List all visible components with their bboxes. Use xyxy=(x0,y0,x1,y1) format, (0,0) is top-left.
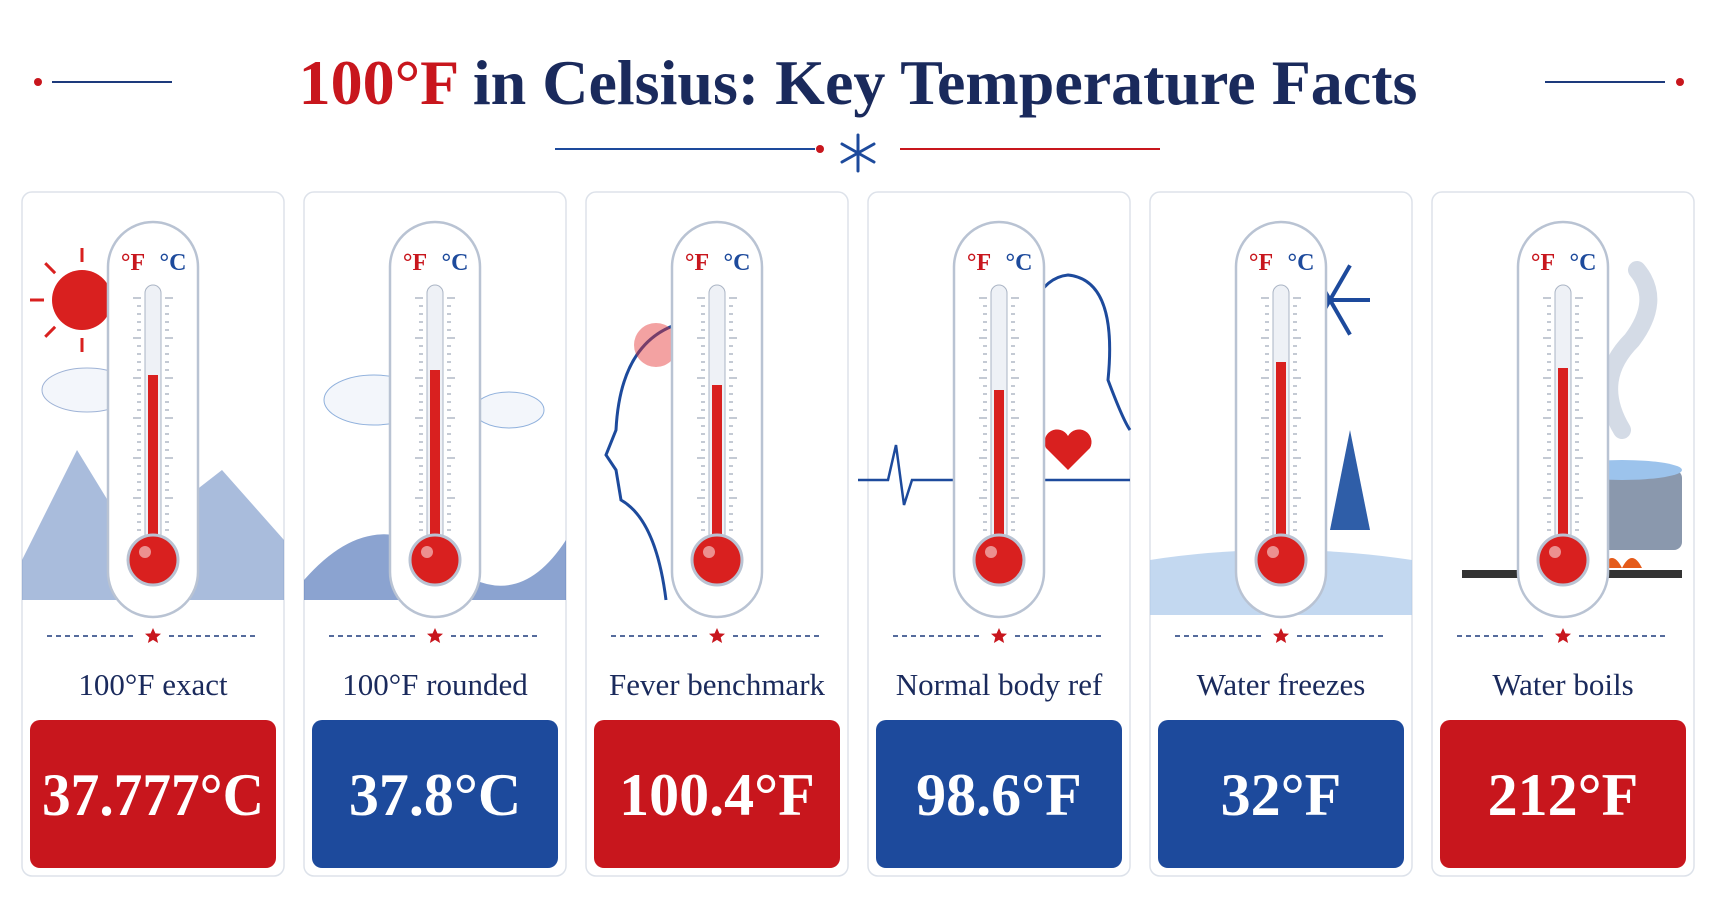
card: °F °C Normal body ref 98.6°F xyxy=(858,191,1132,877)
card-value: 212°F xyxy=(1488,762,1639,828)
bulb xyxy=(1254,533,1308,587)
sun-ray xyxy=(44,325,57,338)
star xyxy=(144,628,161,643)
scale-label: °C xyxy=(1006,250,1033,276)
bulb-shine xyxy=(1267,546,1279,558)
flame xyxy=(1602,558,1642,568)
scale-label: °C xyxy=(160,250,187,276)
bulb-shine xyxy=(985,546,997,558)
scale-label: °C xyxy=(724,250,751,276)
card-label: Normal body ref xyxy=(896,667,1103,702)
scale-label: °F xyxy=(1249,250,1273,276)
steam xyxy=(1600,261,1658,439)
value-box xyxy=(312,720,558,868)
mercury xyxy=(430,370,440,555)
value-box xyxy=(1158,720,1404,868)
card-label: Fever benchmark xyxy=(609,667,826,702)
scale-label: °F xyxy=(685,250,709,276)
mercury xyxy=(1276,362,1286,555)
mercury xyxy=(712,385,722,555)
bulb-shine xyxy=(421,546,433,558)
mercury xyxy=(1558,368,1568,555)
star xyxy=(1555,628,1571,643)
value-box xyxy=(1440,720,1686,868)
scale-label: °F xyxy=(121,250,145,276)
star xyxy=(709,628,725,643)
title-rest: in Celsius: Key Temperature Facts xyxy=(473,47,1418,118)
title: 100°F in Celsius: Key Temperature Facts xyxy=(299,47,1418,118)
card: °F °C 100°F rounded 37.8°C xyxy=(303,191,567,877)
value-box xyxy=(30,720,276,868)
card: °F °C Water boils 212°F xyxy=(1431,191,1695,877)
card-label: Water boils xyxy=(1492,667,1633,702)
pain xyxy=(634,323,678,367)
value-box xyxy=(594,720,840,868)
scale-label: °F xyxy=(1531,250,1555,276)
card-label: 100°F exact xyxy=(78,667,228,702)
scale-label: °C xyxy=(1288,250,1315,276)
title-highlight: 100°F xyxy=(299,47,458,118)
star xyxy=(991,628,1007,643)
card: °F °C Water freezes 32°F xyxy=(1149,191,1413,877)
bulb-shine xyxy=(139,546,151,558)
card-label: Water freezes xyxy=(1197,667,1366,702)
bulb xyxy=(1536,533,1590,587)
title-decoration xyxy=(34,78,1684,173)
heart xyxy=(1044,429,1092,470)
sun-ray xyxy=(44,262,57,275)
card: °F °C Fever benchmark 100.4°F xyxy=(585,191,849,877)
card-value: 98.6°F xyxy=(916,762,1082,828)
bulb xyxy=(972,533,1026,587)
card-value: 37.8°C xyxy=(349,762,521,828)
bulb-shine xyxy=(1549,546,1561,558)
star xyxy=(1273,628,1289,643)
bulb xyxy=(126,533,180,587)
card: °F °C 100°F exact 37.777°C xyxy=(21,191,285,877)
card-value: 37.777°C xyxy=(42,762,264,828)
mercury xyxy=(148,375,158,555)
bulb xyxy=(690,533,744,587)
pulse xyxy=(858,444,1130,506)
star xyxy=(427,628,443,643)
scale-label: °F xyxy=(403,250,427,276)
card-value: 100.4°F xyxy=(619,762,815,828)
value-box xyxy=(876,720,1122,868)
head xyxy=(604,318,697,601)
bulb-shine xyxy=(703,546,715,558)
tree xyxy=(1330,430,1370,530)
sun xyxy=(52,270,112,330)
scale-label: °C xyxy=(442,250,469,276)
card-label: 100°F rounded xyxy=(342,667,528,702)
mercury xyxy=(994,390,1004,555)
scale-label: °F xyxy=(967,250,991,276)
bulb xyxy=(408,533,462,587)
cloud xyxy=(473,391,545,429)
scale-label: °C xyxy=(1570,250,1597,276)
card-value: 32°F xyxy=(1221,762,1342,828)
